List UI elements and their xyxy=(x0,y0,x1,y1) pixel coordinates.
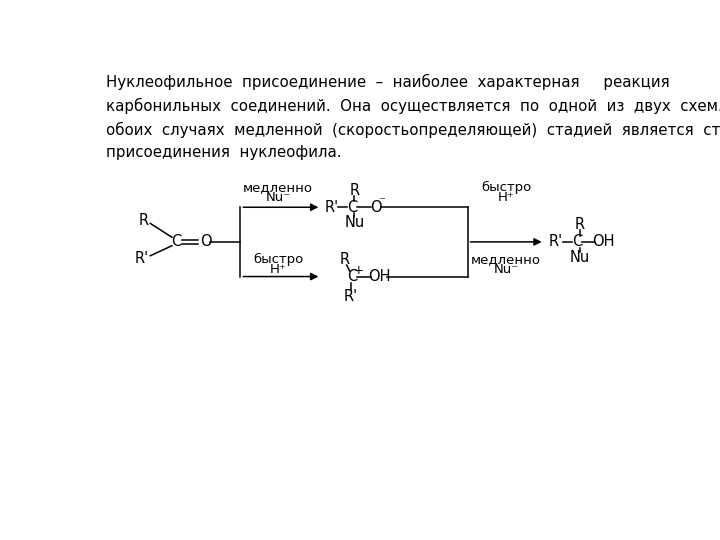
Text: O: O xyxy=(200,234,212,249)
Text: быстро: быстро xyxy=(481,181,531,194)
Text: OH: OH xyxy=(593,234,615,249)
Text: медленно: медленно xyxy=(471,253,541,266)
Text: R': R' xyxy=(549,234,563,249)
Text: OH: OH xyxy=(368,269,390,284)
Text: C: C xyxy=(171,234,181,249)
Text: Нуклеофильное  присоединение  –  наиболее  характерная     реакция
карбонильных : Нуклеофильное присоединение – наиболее х… xyxy=(106,74,720,160)
Text: Nu: Nu xyxy=(344,215,364,230)
Text: R: R xyxy=(139,213,149,228)
Text: быстро: быстро xyxy=(253,253,303,266)
Text: H⁺: H⁺ xyxy=(270,263,287,276)
Text: R: R xyxy=(349,183,359,198)
Text: O: O xyxy=(370,200,382,215)
Text: R': R' xyxy=(343,289,358,304)
Text: R': R' xyxy=(324,200,338,215)
Text: ⁻: ⁻ xyxy=(378,195,384,208)
Text: медленно: медленно xyxy=(243,181,313,194)
Text: C: C xyxy=(347,200,357,215)
Text: C: C xyxy=(572,234,582,249)
Text: Nu⁻: Nu⁻ xyxy=(493,263,518,276)
Text: C: C xyxy=(347,269,357,284)
Text: Nu⁻: Nu⁻ xyxy=(266,191,291,204)
Text: +: + xyxy=(354,264,363,277)
Text: R: R xyxy=(339,252,349,267)
Text: H⁺: H⁺ xyxy=(498,191,514,204)
Text: R': R' xyxy=(135,251,149,266)
Text: Nu: Nu xyxy=(570,250,590,265)
Text: R: R xyxy=(575,218,585,232)
